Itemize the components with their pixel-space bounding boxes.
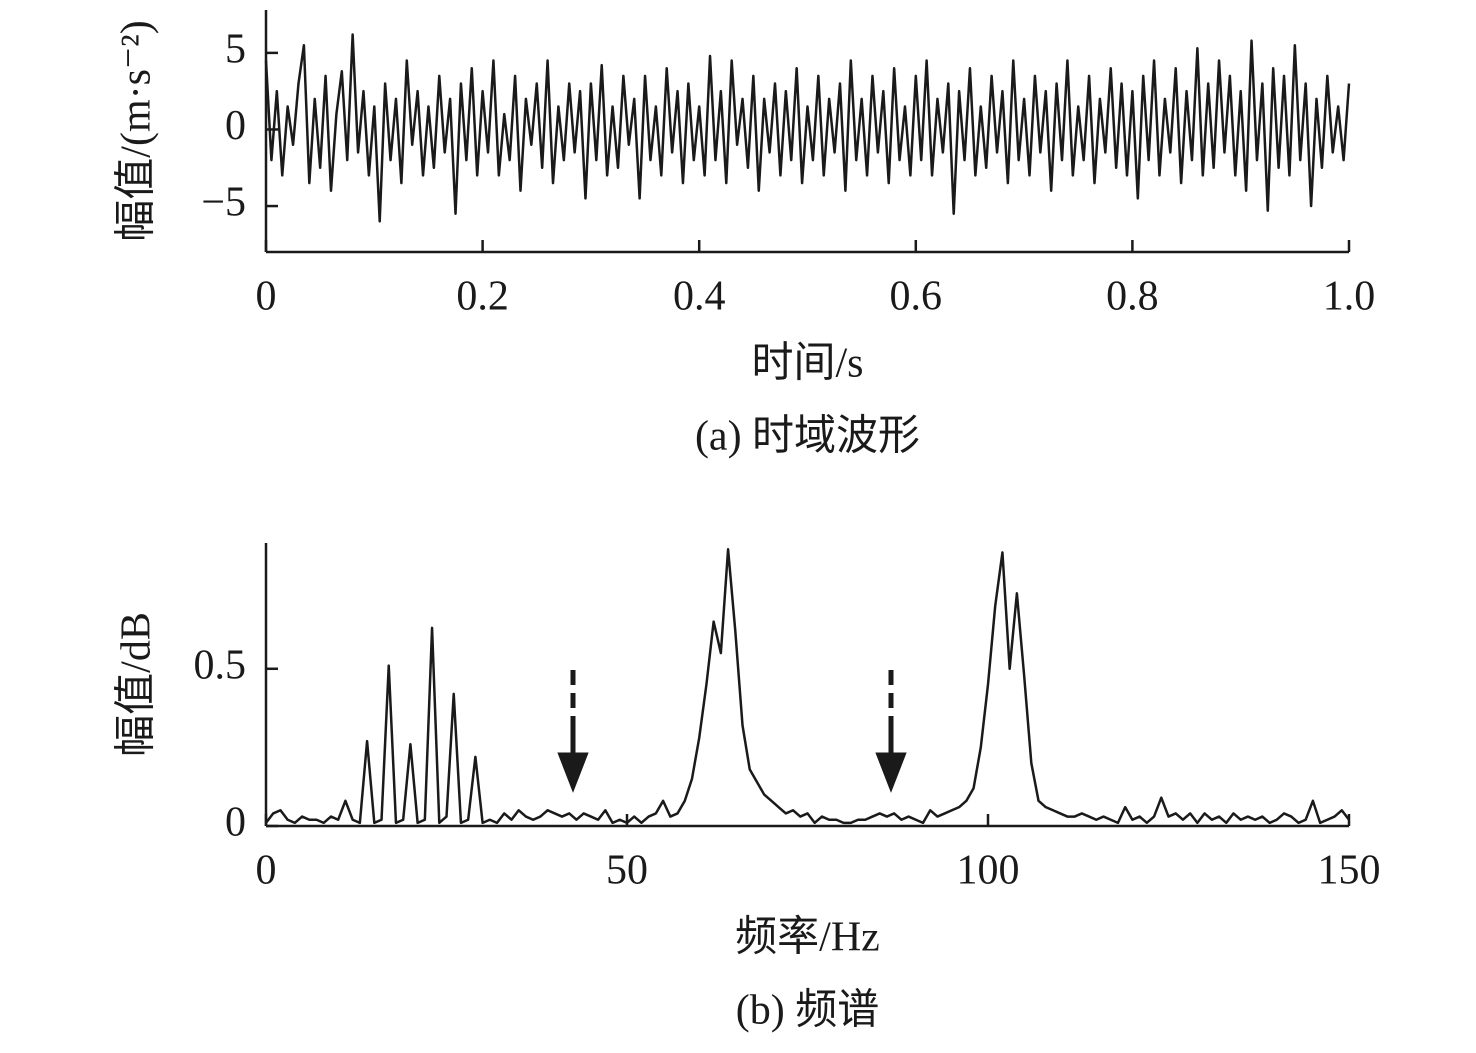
caption: (a) 时域波形 (695, 414, 920, 460)
x-tick-label: 0.4 (673, 274, 726, 320)
x-tick-label: 0 (256, 274, 277, 320)
x-tick-label: 100 (957, 848, 1020, 894)
x-tick-label: 50 (606, 848, 648, 894)
x-tick-label: 0 (256, 848, 277, 894)
x-axis-label: 时间/s (751, 341, 863, 387)
y-axis-label: 幅值/dB (114, 612, 160, 757)
x-tick-label: 150 (1318, 848, 1381, 894)
y-axis-label: 幅值/(m·s⁻²) (114, 20, 160, 241)
signal-line (265, 548, 1350, 825)
y-tick-label: 0 (225, 800, 246, 846)
x-tick-label: 1.0 (1323, 274, 1376, 320)
x-tick-label: 0.2 (456, 274, 509, 320)
caption: (b) 频谱 (736, 988, 879, 1034)
y-tick-label: 0 (225, 103, 246, 149)
x-tick-label: 0.8 (1106, 274, 1159, 320)
y-tick-label: 0.5 (194, 642, 247, 688)
y-tick-label: −5 (201, 180, 246, 226)
x-axis-label: 频率/Hz (735, 914, 880, 961)
signal-line (264, 33, 1351, 223)
y-tick-label: 5 (225, 27, 246, 73)
x-tick-label: 0.6 (890, 274, 943, 320)
arrow-annotation (557, 670, 589, 793)
arrow-annotation (875, 670, 907, 793)
